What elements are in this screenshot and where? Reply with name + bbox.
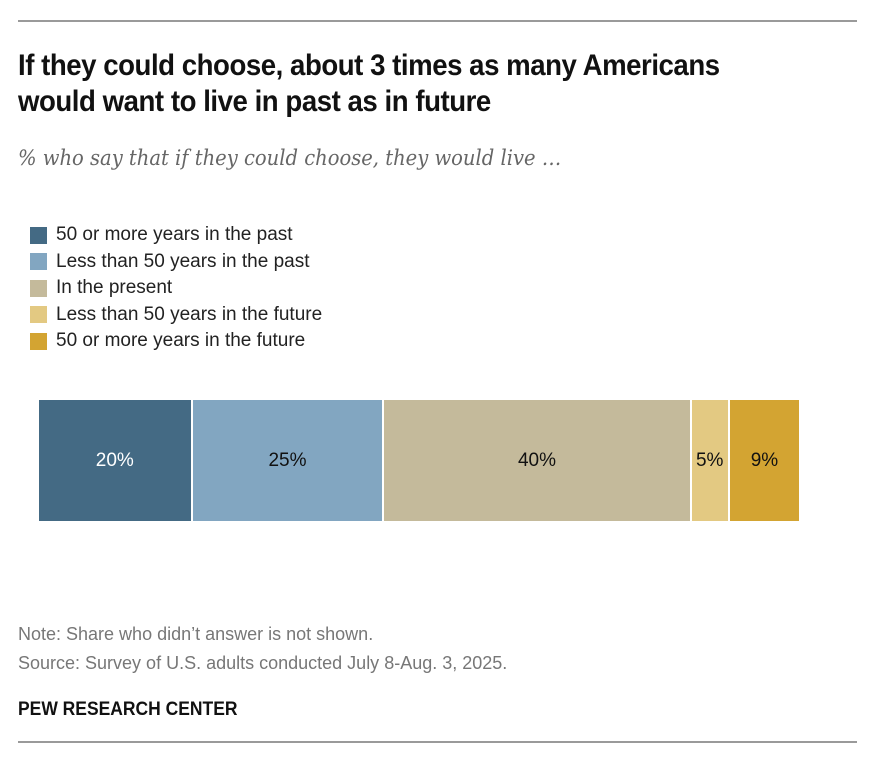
legend-label: 50 or more years in the future [56, 330, 306, 352]
chart-subtitle: % who say that if they could choose, the… [18, 146, 562, 170]
legend-item: 50 or more years in the future [30, 328, 322, 355]
data-label: 25% [268, 449, 307, 471]
data-label: 5% [695, 449, 724, 471]
bar-segment: 5% [691, 400, 728, 521]
legend-item: Less than 50 years in the future [30, 302, 322, 329]
legend-swatch [30, 279, 47, 297]
legend-item: 50 or more years in the past [30, 222, 322, 249]
data-label: 40% [517, 449, 556, 471]
legend-swatch [30, 332, 47, 350]
data-label: 20% [95, 449, 134, 471]
source: Source: Survey of U.S. adults conducted … [18, 653, 508, 673]
legend-swatch [30, 253, 47, 271]
legend-swatch [30, 306, 47, 324]
legend-label: 50 or more years in the past [56, 224, 293, 246]
data-label: 9% [750, 449, 779, 471]
legend-label: In the present [56, 277, 173, 299]
top-rule [18, 20, 857, 22]
chart-title: If they could choose, about 3 times as m… [18, 49, 720, 118]
legend-label: Less than 50 years in the past [56, 250, 310, 272]
bar-segment: 25% [192, 400, 383, 521]
legend-item: In the present [30, 275, 322, 302]
bar-segment: 40% [384, 400, 690, 521]
legend-swatch [30, 226, 47, 244]
legend-label: Less than 50 years in the future [56, 303, 323, 325]
bar-segment: 9% [729, 400, 799, 521]
bottom-rule [18, 741, 857, 743]
legend-item: Less than 50 years in the past [30, 249, 322, 276]
note: Note: Share who didn’t answer is not sho… [18, 624, 374, 644]
legend: 50 or more years in the past Less than 50… [30, 222, 322, 355]
bar-segment: 20% [39, 400, 191, 521]
brand-logo-text: PEW RESEARCH CENTER [18, 699, 238, 720]
